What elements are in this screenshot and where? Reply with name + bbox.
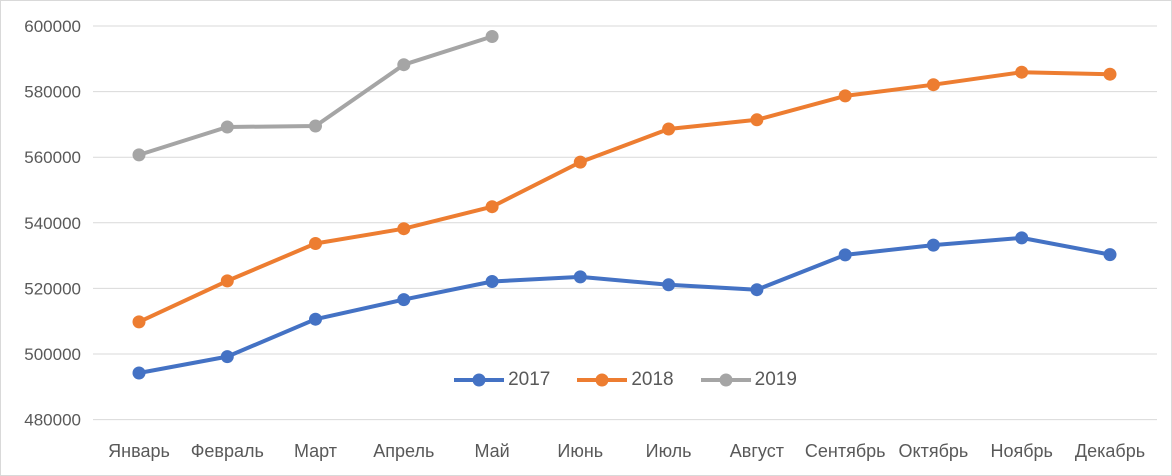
data-point-2018 <box>573 155 587 169</box>
data-point-2019 <box>309 119 322 133</box>
data-point-2017 <box>485 275 499 288</box>
legend-marker-icon <box>700 373 751 386</box>
data-point-2018 <box>220 274 234 288</box>
data-point-2018 <box>397 222 411 236</box>
x-axis-tick-label: Июль <box>646 441 692 461</box>
series-line-2017 <box>137 235 1112 375</box>
data-point-2018 <box>485 200 499 214</box>
x-axis-tick-label: Апрель <box>373 441 434 461</box>
y-axis-tick-label: 480000 <box>24 411 81 430</box>
data-point-2017 <box>220 350 234 364</box>
series-line-2018 <box>137 70 1112 324</box>
data-point-2017 <box>309 312 322 326</box>
y-axis-tick-label: 580000 <box>24 83 81 102</box>
y-axis: 480000 500000 520000 540000 560000 580000 6000… <box>24 17 81 430</box>
data-point-2017 <box>838 248 852 262</box>
data-point-2017 <box>1103 248 1117 262</box>
series-line-2019 <box>137 34 495 157</box>
x-axis-tick-label: Ноябрь <box>990 441 1052 461</box>
y-axis-tick-label: 500000 <box>24 345 81 364</box>
x-axis: Январь Февраль Март Апрель Май Июнь Июль Август… <box>108 441 1145 461</box>
x-axis-tick-label: Май <box>474 441 509 461</box>
data-point-2017 <box>573 270 587 284</box>
legend-item-2019[interactable]: 2019 <box>700 370 797 389</box>
x-axis-tick-label: Декабрь <box>1075 441 1145 461</box>
y-axis-tick-label: 560000 <box>24 148 81 167</box>
series-2018 <box>132 65 1117 329</box>
data-point-2018 <box>926 78 940 92</box>
data-point-2017 <box>750 283 764 297</box>
legend-label: 2017 <box>508 369 551 390</box>
x-axis-tick-label: Январь <box>108 441 170 461</box>
x-axis-tick-label: Февраль <box>191 441 264 461</box>
data-point-2018 <box>1015 65 1029 79</box>
data-point-2018 <box>309 237 322 250</box>
x-axis-tick-label: Август <box>730 441 784 461</box>
data-point-2018 <box>132 315 146 329</box>
y-axis-tick-label: 540000 <box>24 214 81 233</box>
legend-marker-icon <box>577 373 628 386</box>
y-axis-tick-label: 520000 <box>24 279 81 298</box>
legend-label: 2019 <box>754 369 797 390</box>
series-2017 <box>132 231 1117 380</box>
series-2019 <box>132 30 499 162</box>
legend-marker-icon <box>454 373 505 386</box>
data-point-2018 <box>1103 67 1117 81</box>
data-point-2019 <box>485 30 499 43</box>
legend-label: 2018 <box>631 369 674 390</box>
legend-item-2017[interactable]: 2017 <box>453 370 550 389</box>
data-point-2017 <box>132 366 146 380</box>
chart-legend: 2017 2018 2019 <box>93 370 1157 389</box>
data-point-2017 <box>662 278 676 292</box>
data-point-2018 <box>838 89 852 103</box>
x-axis-tick-label: Сентябрь <box>805 441 886 461</box>
data-point-2018 <box>750 113 764 127</box>
data-point-2019 <box>220 120 234 134</box>
data-point-2017 <box>1015 231 1029 245</box>
x-axis-tick-label: Июнь <box>557 441 603 461</box>
data-point-2019 <box>397 58 411 72</box>
data-point-2017 <box>397 293 411 307</box>
data-point-2018 <box>662 122 676 136</box>
data-point-2017 <box>926 238 940 252</box>
legend-item-2018[interactable]: 2018 <box>576 369 674 390</box>
gridlines <box>93 25 1157 421</box>
x-axis-tick-label: Октябрь <box>899 441 969 461</box>
data-point-2019 <box>132 148 146 162</box>
x-axis-tick-label: Март <box>294 441 337 461</box>
y-axis-tick-label: 600000 <box>24 17 81 36</box>
